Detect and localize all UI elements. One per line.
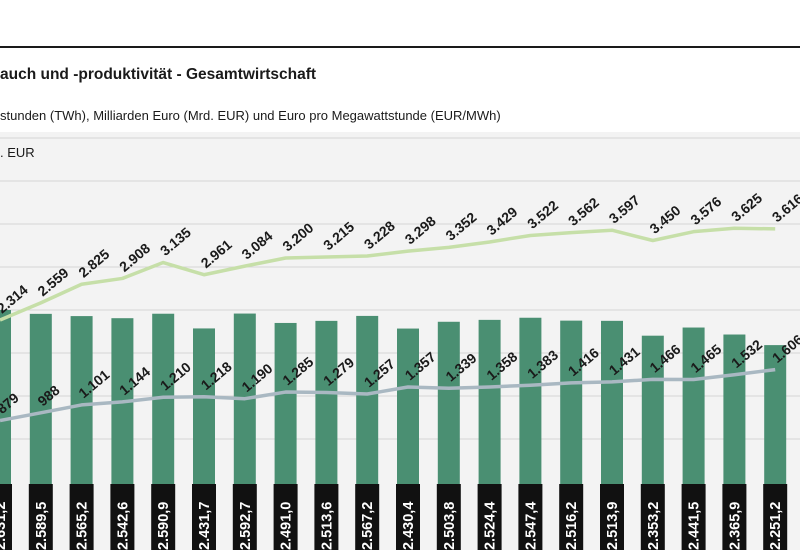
bar-label-box xyxy=(681,484,706,550)
bar-label-box xyxy=(518,484,543,550)
bar-data-label: 2.592,7 xyxy=(238,502,254,550)
bar-label-box xyxy=(722,484,747,550)
bar-data-label: 2.565,2 xyxy=(75,502,91,550)
bar-label-box xyxy=(28,484,53,550)
bar-data-label: 2.542,6 xyxy=(115,502,131,550)
bar-label-box xyxy=(396,484,420,550)
bar-data-label: 2.547,4 xyxy=(523,502,539,550)
chart-area: . EUR 2.314 2.559 2.825 2.908 3.135 2.961 3.08… xyxy=(0,132,800,550)
bar-label-box xyxy=(763,484,788,550)
top-rule xyxy=(0,46,800,48)
bar-label-box xyxy=(0,484,12,550)
bar-label-box xyxy=(477,484,502,550)
bar-label-box xyxy=(436,484,461,550)
bar-data-label: 2.491,0 xyxy=(279,502,295,550)
bar-data-label: 2.524,4 xyxy=(483,502,499,550)
lines xyxy=(0,226,776,423)
bar-label-box xyxy=(69,484,94,550)
bar-label-box xyxy=(355,484,380,550)
chart-title: auch und -produktivität - Gesamtwirtscha… xyxy=(0,66,317,83)
bar-data-label: 2.365,9 xyxy=(727,502,743,550)
bar-data-label: 2.503,8 xyxy=(442,502,458,550)
bar-data-label: 2.516,2 xyxy=(564,502,580,550)
bar-data-label: 2.589,5 xyxy=(34,502,50,550)
chart-subtitle: stunden (TWh), Milliarden Euro (Mrd. EUR… xyxy=(0,108,501,123)
bar-label-box xyxy=(640,484,665,550)
bar-data-label: 2.513,9 xyxy=(605,502,621,550)
bar-data-label: 2.441,5 xyxy=(687,502,703,550)
bar-label-box xyxy=(600,484,624,550)
line-series-upper xyxy=(0,226,776,322)
bar-data-label: 2.431,7 xyxy=(197,502,213,550)
bar-data-label: 2.631,2 xyxy=(0,502,9,550)
bar-label-box xyxy=(151,484,176,550)
bar-label-box xyxy=(273,484,298,550)
bar xyxy=(0,310,11,550)
bar-label-box xyxy=(232,484,257,550)
bar-label-box xyxy=(314,484,339,550)
line-series-lower xyxy=(0,367,776,423)
bar-data-label: 2.251,2 xyxy=(768,502,784,550)
bar-label-box xyxy=(110,484,135,550)
bar-label-box xyxy=(192,484,216,550)
bar-data-label: 2.353,2 xyxy=(646,502,662,550)
bar-labels: 2.631,2 2.589,5 2.565,2 2.542,6 2.590,9 2.431… xyxy=(0,484,788,550)
y-axis-unit-label: . EUR xyxy=(0,145,35,160)
bar-data-label: 2.590,9 xyxy=(156,502,172,550)
bar-label-box xyxy=(559,484,584,550)
bar-data-label: 2.430,4 xyxy=(401,502,417,550)
bar-data-label: 2.567,2 xyxy=(360,502,376,550)
bar-data-label: 2.513,6 xyxy=(319,502,335,550)
